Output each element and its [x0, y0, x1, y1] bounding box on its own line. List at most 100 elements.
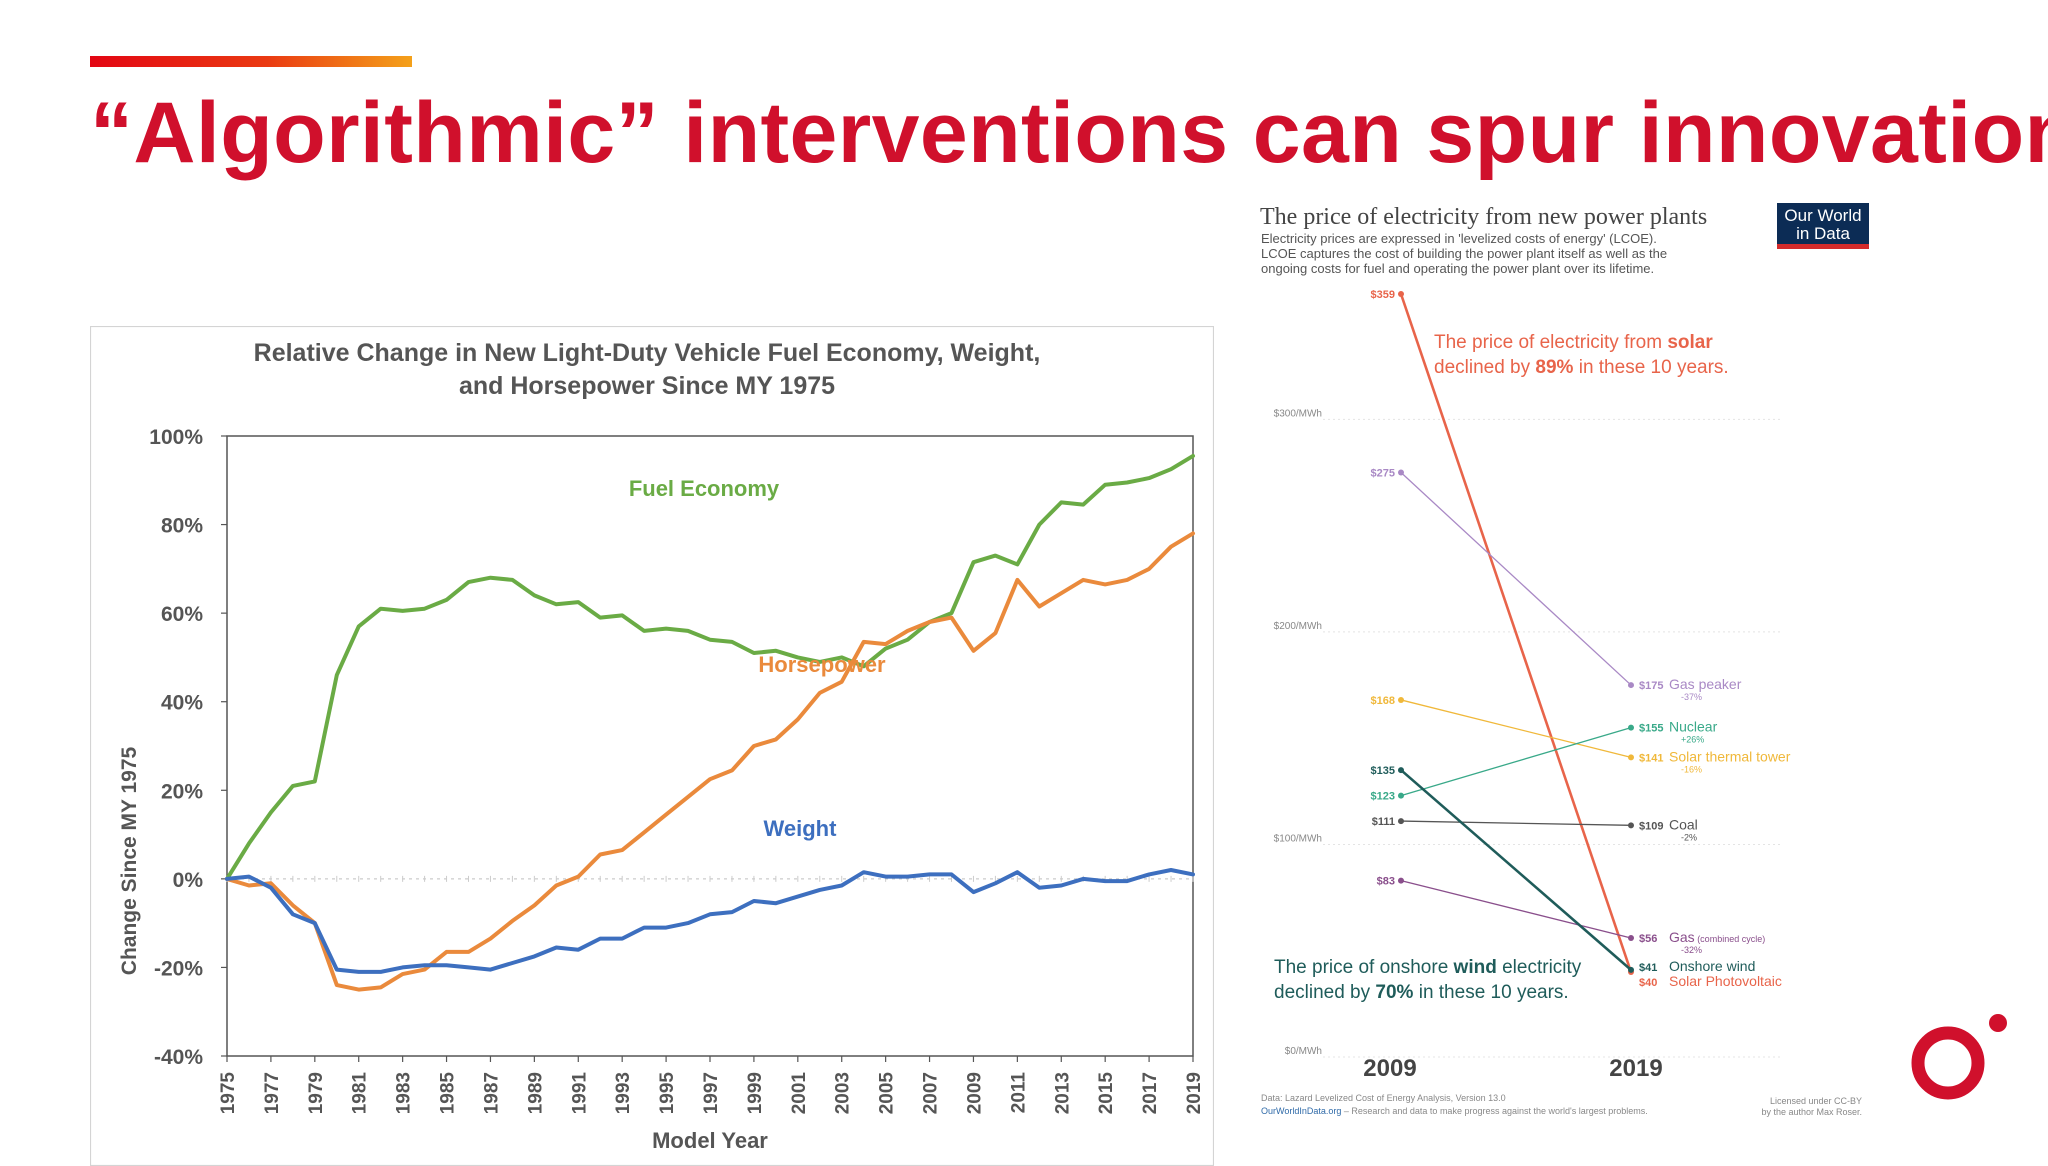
end-point-gas-peaker [1628, 682, 1634, 689]
x-tick-label: 2009 [964, 1072, 985, 1114]
y-tick-label: 0% [173, 869, 204, 892]
x-tick-label: 2005 [877, 1072, 898, 1115]
price-slope-lines: $359 $40 Solar Photovoltaic $275 $175 Gas pea… [1371, 289, 1791, 989]
x-tick-label: 2001 [789, 1072, 810, 1115]
series-name-onshore-wind: Onshore wind [1669, 958, 1755, 974]
owid-subtitle-line-3: ongoing costs for fuel and operating the… [1261, 261, 1654, 276]
chart-title-line-2: and Horsepower Since MY 1975 [459, 372, 835, 400]
y-axis-label: Change Since MY 1975 [118, 746, 141, 975]
series-label-weight: Weight [764, 816, 838, 841]
y-tick-label: -40% [154, 1046, 203, 1069]
x-tick-label: 1983 [394, 1072, 415, 1114]
series-name-solar-thermal-tower: Solar thermal tower [1669, 748, 1791, 764]
series-name-gas: Gas (combined cycle) [1669, 929, 1765, 945]
owid-license-line-2: by the author Max Roser. [1761, 1107, 1862, 1117]
series-label-fuel-economy: Fuel Economy [629, 476, 780, 501]
end-point-gas [1628, 934, 1634, 941]
percent-change-gas: -32% [1681, 945, 1702, 955]
slope-line-solar-thermal-tower [1400, 699, 1632, 758]
series-line-fuel-economy [225, 453, 1195, 881]
price-grid-label: $0/MWh [1285, 1046, 1322, 1057]
x-tick-label: 1989 [525, 1072, 546, 1114]
slide-title: “Algorithmic” interventions can spur inn… [90, 85, 2048, 181]
slope-line-gas-peaker [1400, 472, 1632, 686]
start-label-gas: $83 [1377, 876, 1395, 888]
end-value-gas: $56 [1639, 933, 1657, 945]
y-tick-label: 100% [149, 426, 203, 449]
x-tick-label: 2013 [1052, 1072, 1073, 1114]
vehicle-relative-change-chart: Relative Change in New Light-Duty Vehicl… [90, 326, 1214, 1166]
percent-change-gas-peaker: -37% [1681, 692, 1702, 702]
y-axis: -40% -20% 0% 20% 40% 60% 80% 100% [149, 426, 227, 1069]
brand-ring-logo-icon [1911, 1014, 2007, 1100]
x-tick-label: 2003 [833, 1072, 854, 1114]
slope-line-coal [1400, 820, 1632, 826]
owid-subtitle-line-1: Electricity prices are expressed in 'lev… [1261, 231, 1657, 246]
end-value-solar-photovoltaic: $40 [1639, 977, 1657, 989]
owid-logo-line-2: in Data [1796, 224, 1850, 243]
x-tick-label: 1991 [569, 1072, 590, 1115]
x-tick-label: 2017 [1140, 1072, 1161, 1114]
series-label-horsepower: Horsepower [758, 652, 886, 677]
x-tick-label: 2019 [1184, 1072, 1205, 1114]
start-point-onshore-wind [1398, 767, 1404, 774]
end-value-onshore-wind: $41 [1639, 962, 1657, 974]
owid-license-line-1: Licensed under CC-BY [1770, 1096, 1862, 1106]
end-value-solar-thermal-tower: $141 [1639, 752, 1663, 764]
owid-logo-badge: Our World in Data [1777, 203, 1869, 249]
svg-text:declined by 70% in these 10 ye: declined by 70% in these 10 years. [1274, 982, 1569, 1003]
x-tick-label: 1981 [350, 1072, 371, 1115]
x-tick-label: 1977 [262, 1072, 283, 1114]
end-point-onshore-wind [1628, 966, 1634, 973]
end-value-nuclear: $155 [1639, 723, 1663, 735]
series-name-suffix: (combined cycle) [1695, 934, 1766, 944]
slope-line-onshore-wind [1400, 769, 1632, 971]
end-point-nuclear [1628, 724, 1634, 731]
category-label-2019: 2019 [1609, 1055, 1662, 1082]
series-line-weight [225, 868, 1195, 974]
start-label-nuclear: $123 [1371, 791, 1395, 803]
start-point-solar-thermal-tower [1398, 696, 1404, 703]
category-label-2009: 2009 [1363, 1055, 1416, 1082]
start-label-solar-thermal-tower: $168 [1371, 695, 1395, 707]
series-lines [225, 453, 1195, 992]
x-tick-label: 1985 [438, 1072, 459, 1115]
end-value-gas-peaker: $175 [1639, 680, 1663, 692]
start-point-nuclear [1398, 792, 1404, 799]
x-tick-label: 1997 [701, 1072, 722, 1114]
y-tick-label: 20% [161, 780, 203, 803]
svg-text:The price of electricity from: The price of electricity from solar [1434, 332, 1713, 353]
owid-subtitle-line-2: LCOE captures the cost of building the p… [1261, 246, 1667, 261]
x-axis-label: Model Year [652, 1128, 768, 1153]
x-tick-label: 2011 [1008, 1072, 1029, 1114]
start-point-gas [1398, 877, 1404, 884]
start-label-solar-photovoltaic: $359 [1371, 289, 1395, 301]
end-point-coal [1628, 822, 1634, 829]
start-point-solar-photovoltaic [1398, 291, 1404, 297]
percent-change-solar-thermal-tower: -16% [1681, 764, 1702, 774]
svg-text:The price of onshore wind elec: The price of onshore wind electricity [1274, 957, 1582, 978]
percent-change-coal: -2% [1681, 832, 1697, 842]
solar-annotation: The price of electricity from solar decl… [1434, 332, 1729, 378]
chart-frame [90, 326, 1214, 1166]
price-grid-label: $300/MWh [1274, 408, 1322, 419]
series-name-nuclear: Nuclear [1669, 719, 1718, 735]
x-tick-label: 1979 [306, 1072, 327, 1114]
owid-chart-title: The price of electricity from new power … [1260, 204, 1707, 230]
end-point-solar-thermal-tower [1628, 754, 1634, 761]
slope-line-gas [1400, 879, 1632, 939]
owid-logo-line-1: Our World [1784, 206, 1861, 225]
x-tick-label: 2015 [1096, 1072, 1117, 1115]
y-tick-label: 60% [161, 603, 203, 626]
percent-change-nuclear: +26% [1681, 735, 1704, 745]
wind-annotation: The price of onshore wind electricity de… [1274, 957, 1582, 1003]
owid-site-link[interactable]: OurWorldInData.org [1261, 1106, 1341, 1116]
slope-line-solar-photovoltaic [1399, 293, 1633, 973]
svg-text:declined by 89% in these 10 ye: declined by 89% in these 10 years. [1434, 357, 1729, 378]
x-axis: 1975 1977 1979 1981 1983 1985 1987 1989 1991 1993… [218, 1056, 1205, 1114]
title-accent-bar [90, 56, 412, 67]
y-tick-label: -20% [154, 957, 203, 980]
y-tick-label: 80% [161, 515, 203, 538]
owid-site-footer: OurWorldInData.org – Research and data t… [1261, 1106, 1648, 1116]
start-label-gas-peaker: $275 [1371, 468, 1395, 480]
